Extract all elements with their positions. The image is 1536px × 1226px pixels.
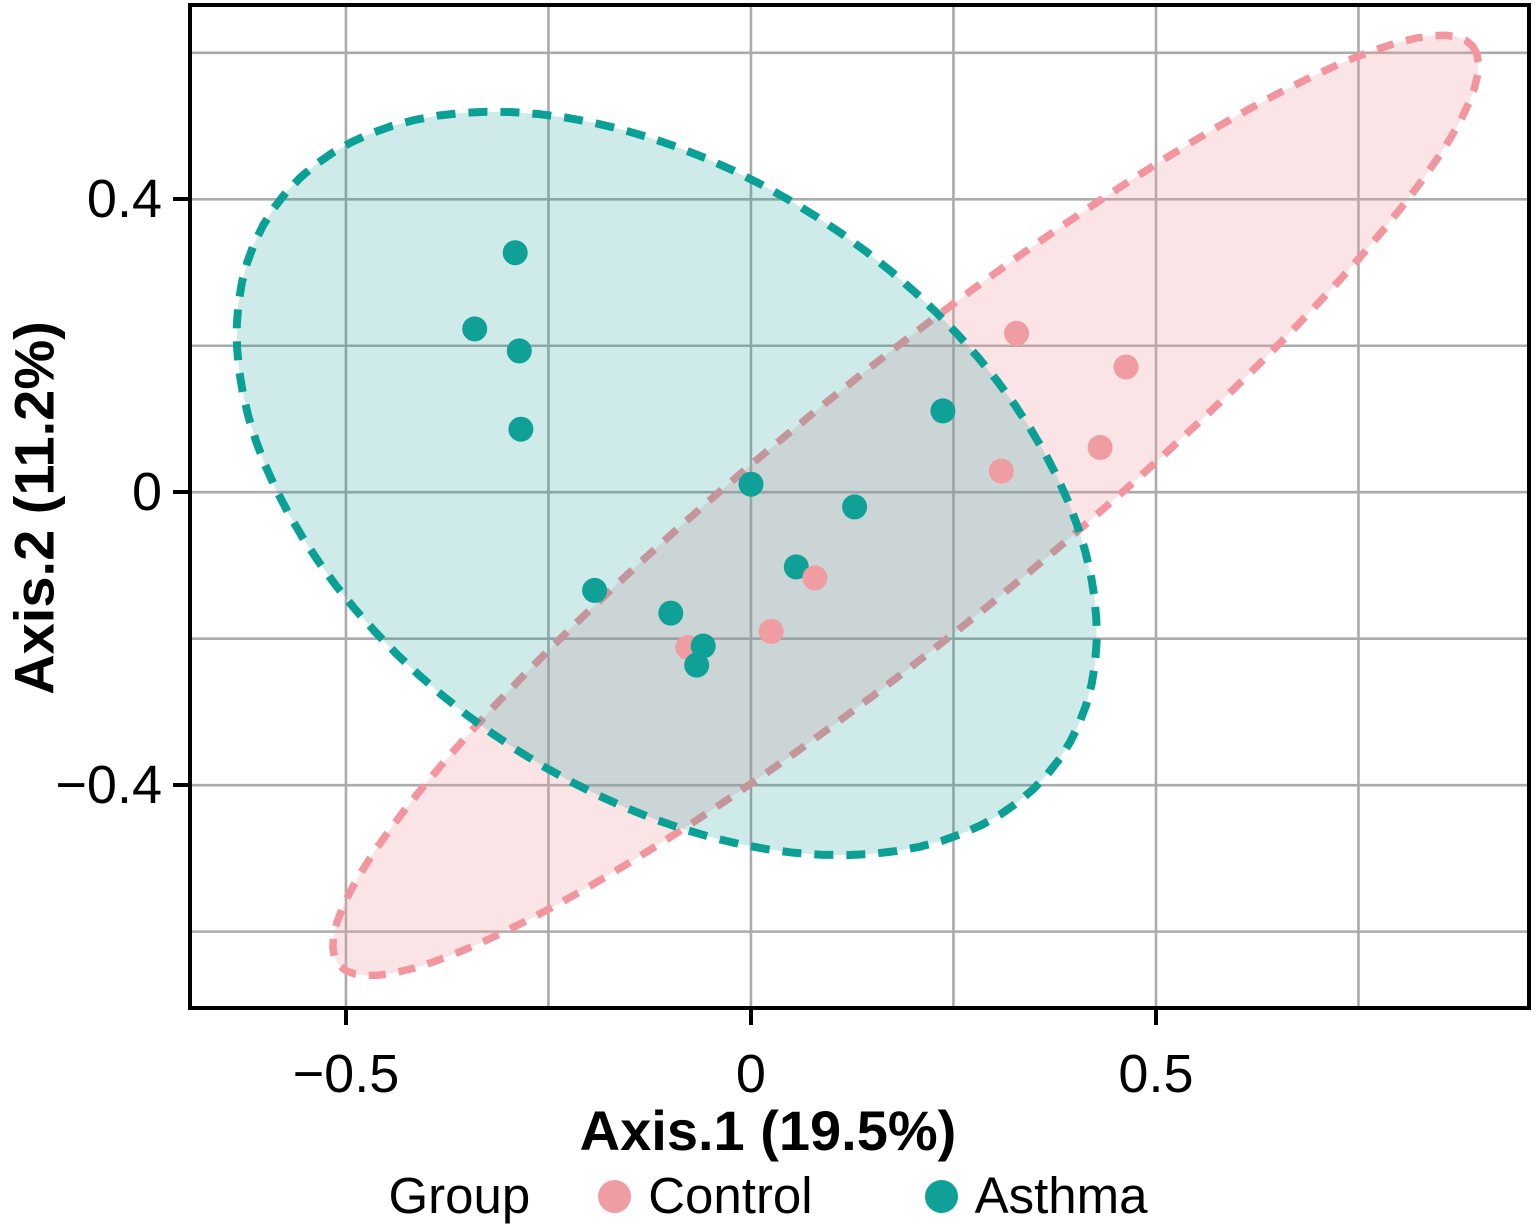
confidence-ellipse-control [329, 31, 1483, 980]
legend-item-control: Control [598, 1166, 813, 1226]
data-point-asthma [506, 338, 532, 364]
data-point-control [1087, 435, 1113, 460]
data-point-control [1004, 320, 1030, 346]
y-axis-tick-label: −0.4 [55, 755, 162, 816]
x-axis-tick-mark [343, 1010, 348, 1025]
confidence-ellipse-asthma [232, 107, 1101, 860]
legend: Group Control Asthma [0, 1166, 1536, 1226]
asthma-marker-icon [924, 1179, 958, 1213]
legend-item-asthma: Asthma [924, 1166, 1148, 1226]
x-axis-tick-label: 0 [735, 1044, 766, 1104]
x-axis-tick-label: 0.5 [1118, 1044, 1194, 1104]
data-point-asthma [684, 652, 710, 678]
data-point-asthma [930, 398, 956, 424]
data-point-control [1113, 354, 1139, 380]
plot-canvas [188, 3, 1531, 1010]
x-axis-tick-mark [1153, 1010, 1158, 1025]
data-point-control [802, 565, 828, 591]
data-point-asthma [842, 494, 868, 520]
data-point-asthma [690, 633, 716, 659]
legend-title: Group [388, 1167, 531, 1224]
x-axis-tick-label: −0.5 [292, 1044, 400, 1104]
y-axis-tick-label: 0.4 [86, 169, 162, 230]
data-point-asthma [738, 471, 764, 497]
data-point-asthma [502, 240, 528, 266]
data-point-asthma [658, 600, 684, 626]
data-point-control [758, 618, 784, 644]
x-axis-tick-mark [748, 1010, 753, 1025]
panel-border [188, 3, 1531, 1010]
y-axis-tick-label: 0 [131, 462, 162, 523]
plot-panel [188, 3, 1531, 1010]
y-axis-tick-mark [173, 490, 188, 495]
data-point-asthma [582, 577, 608, 603]
data-point-asthma [462, 316, 488, 342]
data-point-control [988, 458, 1014, 484]
legend-label-asthma: Asthma [974, 1167, 1148, 1224]
data-point-asthma [783, 554, 809, 580]
x-axis-title: Axis.1 (19.5%) [579, 1099, 957, 1162]
legend-label-control: Control [648, 1167, 813, 1224]
data-point-asthma [508, 416, 534, 442]
y-axis-tick-mark [173, 783, 188, 788]
y-axis-tick-mark [173, 197, 188, 202]
control-marker-icon [598, 1179, 632, 1213]
